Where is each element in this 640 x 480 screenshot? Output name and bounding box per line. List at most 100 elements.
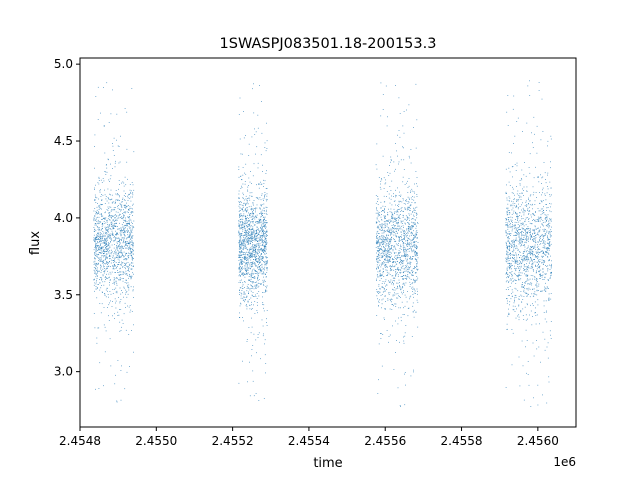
data-point bbox=[256, 232, 258, 234]
data-point bbox=[252, 217, 254, 219]
data-point bbox=[266, 222, 267, 223]
data-point bbox=[238, 221, 240, 223]
data-point bbox=[409, 209, 411, 211]
data-point bbox=[392, 220, 394, 222]
data-point bbox=[241, 187, 243, 188]
data-point bbox=[548, 222, 549, 224]
data-point bbox=[243, 242, 245, 244]
data-point bbox=[404, 294, 406, 296]
data-point bbox=[512, 251, 514, 253]
data-point bbox=[253, 268, 255, 270]
data-point bbox=[245, 218, 247, 220]
data-point bbox=[389, 232, 390, 233]
data-point bbox=[107, 197, 109, 198]
data-point bbox=[95, 247, 97, 249]
data-point bbox=[396, 259, 397, 260]
data-point bbox=[241, 259, 243, 261]
data-point bbox=[387, 266, 388, 268]
data-point bbox=[126, 282, 127, 284]
data-point bbox=[95, 281, 97, 283]
data-point bbox=[263, 224, 265, 226]
data-point bbox=[256, 253, 258, 255]
data-point bbox=[126, 273, 127, 275]
data-point bbox=[263, 233, 265, 235]
data-point bbox=[415, 235, 417, 236]
data-point bbox=[238, 230, 240, 232]
data-point bbox=[243, 213, 245, 215]
data-point bbox=[240, 245, 242, 246]
data-point bbox=[239, 251, 240, 253]
data-point bbox=[123, 255, 125, 257]
data-point bbox=[528, 267, 530, 269]
data-point bbox=[109, 338, 111, 340]
data-point bbox=[93, 237, 95, 239]
data-point bbox=[525, 281, 526, 283]
data-point bbox=[104, 212, 106, 214]
data-point bbox=[253, 277, 255, 279]
data-point bbox=[384, 239, 385, 240]
data-point bbox=[405, 240, 407, 242]
data-point bbox=[93, 284, 95, 286]
data-point bbox=[399, 405, 401, 406]
data-point bbox=[125, 206, 127, 208]
data-point bbox=[125, 329, 127, 331]
data-point bbox=[250, 221, 252, 222]
data-point bbox=[548, 259, 550, 260]
data-point bbox=[249, 252, 251, 254]
data-point bbox=[528, 213, 529, 215]
data-point bbox=[507, 211, 509, 213]
data-point bbox=[529, 278, 531, 280]
data-point bbox=[94, 241, 96, 242]
data-point bbox=[412, 211, 414, 213]
data-point bbox=[247, 257, 249, 259]
data-point bbox=[403, 111, 405, 112]
data-point bbox=[257, 337, 259, 338]
data-point bbox=[384, 216, 386, 217]
data-point bbox=[410, 197, 412, 199]
data-point bbox=[262, 303, 263, 305]
data-point bbox=[536, 340, 537, 341]
data-point bbox=[126, 225, 128, 227]
data-point bbox=[121, 231, 123, 233]
data-point bbox=[383, 263, 385, 265]
data-point bbox=[265, 274, 266, 275]
data-point bbox=[247, 264, 249, 265]
data-point bbox=[95, 288, 97, 290]
data-point bbox=[123, 239, 125, 241]
data-point bbox=[256, 243, 258, 244]
data-point bbox=[534, 291, 536, 293]
data-point bbox=[406, 229, 408, 231]
data-point bbox=[519, 206, 521, 207]
data-point bbox=[406, 278, 407, 280]
data-point bbox=[260, 154, 262, 156]
data-point bbox=[506, 280, 508, 282]
data-point bbox=[245, 231, 247, 233]
data-point bbox=[411, 202, 413, 203]
data-point bbox=[127, 255, 129, 257]
data-point bbox=[105, 196, 107, 197]
data-point bbox=[246, 232, 248, 234]
data-point bbox=[238, 234, 240, 236]
data-point bbox=[242, 210, 244, 212]
data-point bbox=[397, 282, 399, 284]
data-point bbox=[405, 203, 406, 205]
data-point bbox=[377, 271, 379, 273]
data-point bbox=[415, 267, 416, 268]
data-point bbox=[512, 245, 513, 247]
data-point bbox=[254, 263, 256, 265]
data-point bbox=[394, 226, 396, 228]
data-point bbox=[541, 256, 543, 258]
data-point bbox=[247, 269, 249, 271]
data-point bbox=[112, 219, 114, 221]
data-point bbox=[99, 247, 101, 249]
data-point bbox=[262, 171, 263, 172]
data-point bbox=[118, 251, 120, 253]
data-point bbox=[123, 214, 125, 216]
data-point bbox=[402, 283, 404, 285]
data-point bbox=[241, 259, 243, 261]
data-point bbox=[95, 265, 96, 267]
data-point bbox=[122, 242, 124, 244]
data-point bbox=[543, 260, 544, 261]
data-point bbox=[238, 240, 240, 241]
data-point bbox=[549, 239, 551, 240]
